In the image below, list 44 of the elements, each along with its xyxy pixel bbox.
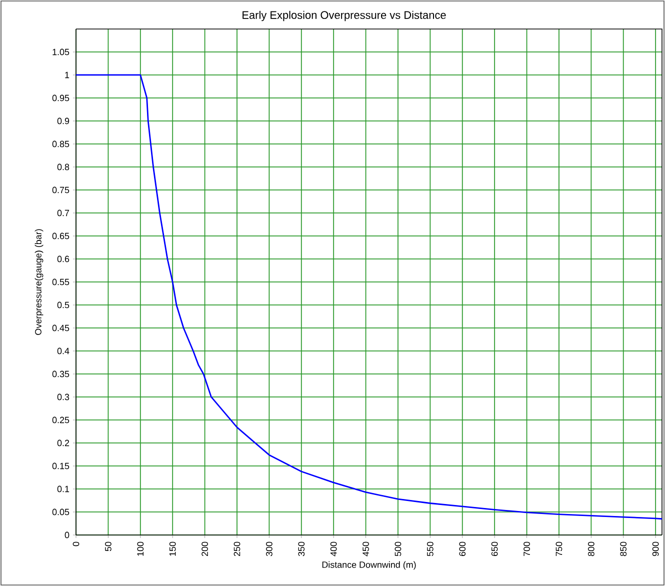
- x-tick-label: 700: [524, 542, 530, 556]
- y-tick-label: 0.95: [52, 94, 70, 102]
- x-tick-label: 50: [105, 542, 112, 552]
- x-tick-label: 200: [202, 542, 208, 556]
- x-tick-label: 650: [491, 542, 498, 556]
- x-tick-label: 850: [620, 542, 627, 556]
- x-tick-label: 500: [394, 542, 402, 556]
- y-tick-label: 0.3: [57, 394, 70, 400]
- y-tick-label: 0.85: [52, 140, 70, 148]
- y-tick-label: 0.1: [57, 486, 70, 492]
- x-tick-label: 300: [266, 542, 272, 556]
- y-tick-label: 0.45: [52, 324, 70, 332]
- y-tick-label: 0.15: [52, 462, 70, 470]
- y-tick-label: 0.6: [57, 256, 70, 262]
- x-tick-label: 400: [330, 542, 337, 556]
- x-tick-label: 250: [234, 542, 240, 556]
- x-tick-label: 350: [298, 542, 305, 556]
- y-tick-label: 0.9: [57, 118, 70, 124]
- y-tick-label: 0.5: [57, 302, 70, 308]
- y-tick-label: 0.55: [52, 278, 70, 286]
- y-tick-label: 0.75: [52, 186, 70, 194]
- y-tick-label: 0.8: [57, 164, 70, 170]
- chart-title: Early Explosion Overpressure vs Distance: [242, 10, 446, 22]
- x-tick-label: 550: [427, 542, 434, 556]
- x-tick-label: 750: [556, 542, 562, 556]
- y-tick-label: 0.2: [57, 440, 70, 446]
- y-tick-label: 0.65: [52, 232, 70, 240]
- x-axis-title: Distance Downwind (m): [322, 561, 416, 570]
- x-tick-label: 800: [588, 542, 594, 556]
- y-axis-title: Overpressure(gauge) (bar): [34, 229, 44, 335]
- x-tick-label: 0: [72, 542, 80, 546]
- x-tick-label: 600: [459, 542, 466, 556]
- y-tick-label: 0.7: [57, 210, 70, 216]
- x-tick-label: 450: [362, 542, 369, 556]
- y-tick-label: 0: [64, 532, 70, 538]
- y-tick-label: 1.05: [52, 48, 70, 56]
- x-tick-label: 150: [169, 542, 176, 556]
- x-tick-label: 100: [137, 542, 144, 556]
- y-tick-label: 0.25: [52, 416, 70, 424]
- y-tick-label: 0.35: [52, 370, 70, 378]
- y-tick-label: 1: [65, 72, 70, 78]
- y-tick-label: 0.4: [57, 348, 70, 354]
- x-tick-label: 900: [652, 542, 659, 556]
- y-tick-label: 0.05: [52, 508, 70, 516]
